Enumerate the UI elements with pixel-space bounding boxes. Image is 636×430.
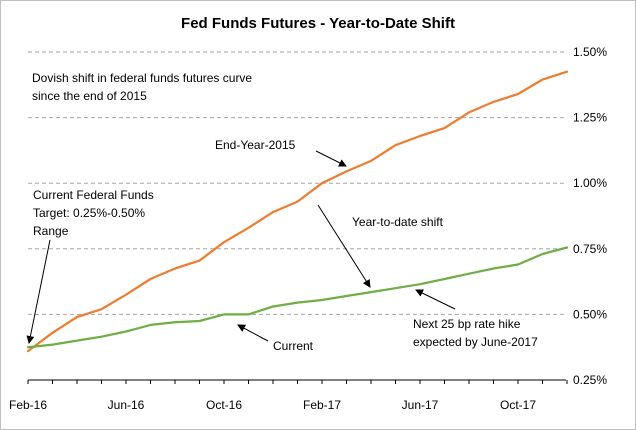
y-tick-label: 0.75% bbox=[573, 242, 607, 256]
annotation-target-line3: Range bbox=[33, 224, 69, 238]
x-tick-label: Feb-16 bbox=[9, 398, 47, 412]
y-tick-label: 1.50% bbox=[573, 45, 607, 59]
annotation-ytd-shift: Year-to-date shift bbox=[352, 215, 444, 229]
chart-title: Fed Funds Futures - Year-to-Date Shift bbox=[181, 15, 455, 32]
annotation-arrow-target bbox=[26, 239, 51, 344]
annotation-hike-line1: Next 25 bp rate hike bbox=[413, 317, 521, 331]
gridlines bbox=[28, 51, 566, 315]
series-line-1 bbox=[26, 246, 569, 349]
x-tick-label: Jun-17 bbox=[402, 398, 439, 412]
annotation-hike-line2: expected by June-2017 bbox=[413, 335, 538, 349]
series-group bbox=[26, 70, 569, 353]
series-label-end-year-2015: End-Year-2015 bbox=[215, 138, 296, 152]
y-tick-label: 1.25% bbox=[573, 111, 607, 125]
x-tick-label: Oct-16 bbox=[206, 398, 242, 412]
annotation-dovish-line1: Dovish shift in federal funds futures cu… bbox=[32, 71, 252, 85]
annotation-target-line1: Current Federal Funds bbox=[33, 188, 154, 202]
y-tick-label: 1.00% bbox=[573, 176, 607, 190]
x-axis: Feb-16 Jun-16 Oct-16 Feb-17 Jun-17 Oct-17 bbox=[9, 379, 568, 412]
y-tick-label: 0.25% bbox=[573, 373, 607, 387]
y-axis-ticks: 0.25% 0.50% 0.75% 1.00% 1.25% 1.50% bbox=[573, 45, 607, 387]
x-tick-label: Oct-17 bbox=[500, 398, 536, 412]
series-line-0 bbox=[26, 70, 569, 353]
x-tick-label: Jun-16 bbox=[108, 398, 145, 412]
annotation-arrow-current bbox=[237, 324, 269, 342]
annotation-arrow-ytd-shift bbox=[317, 204, 371, 288]
annotation-arrow-end-year-2015 bbox=[315, 150, 347, 167]
annotation-dovish-line2: since the end of 2015 bbox=[32, 89, 147, 103]
series-label-current: Current bbox=[273, 339, 314, 353]
x-tick-label: Feb-17 bbox=[303, 398, 341, 412]
y-tick-label: 0.50% bbox=[573, 307, 607, 321]
annotation-target-line2: Target: 0.25%-0.50% bbox=[33, 206, 145, 220]
annotation-arrow-hike bbox=[415, 289, 456, 310]
